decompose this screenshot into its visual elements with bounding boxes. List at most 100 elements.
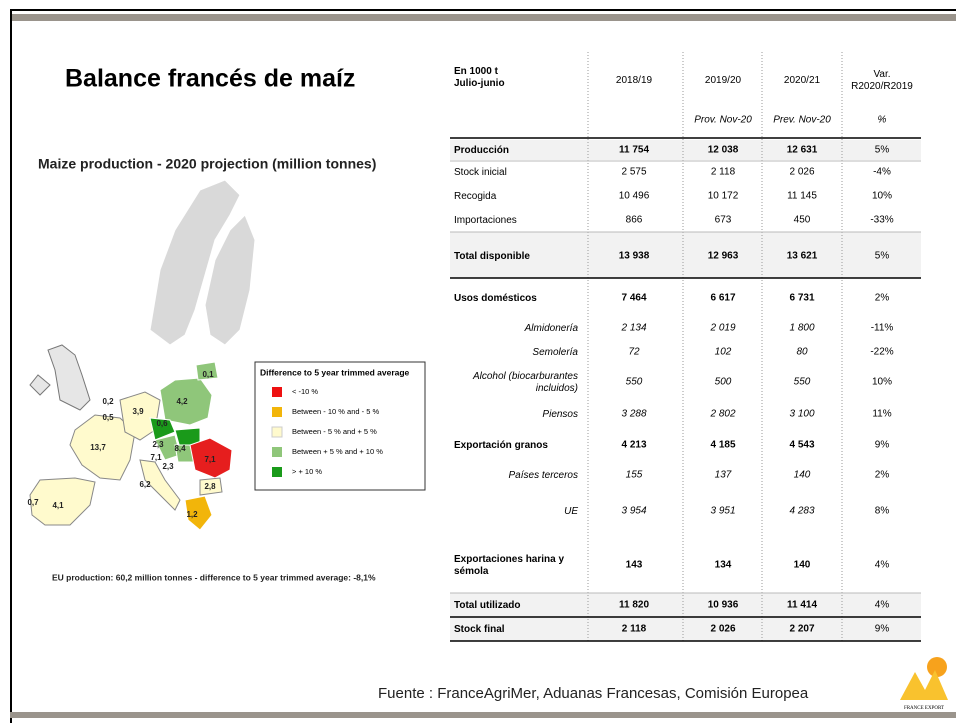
cell: 550 — [626, 377, 643, 388]
cell: 140 — [794, 470, 811, 481]
cell-line: Semolería — [532, 347, 578, 358]
cell: 80 — [796, 347, 808, 358]
cell: 1 800 — [789, 323, 814, 334]
cell: 2020/21 — [784, 75, 821, 86]
cell: Semolería — [532, 347, 578, 358]
legend-label: Between - 10 % and - 5 % — [292, 407, 379, 416]
cell: 5% — [875, 251, 890, 262]
cell-line: Piensos — [542, 409, 578, 420]
cell: 450 — [794, 215, 811, 226]
map-label: 8,4 — [174, 444, 186, 453]
cell: Países terceros — [509, 470, 578, 481]
map-label: 13,7 — [90, 443, 106, 452]
cell: 2 118 — [622, 624, 647, 635]
cell: 5% — [875, 145, 890, 156]
cell: Total disponible — [454, 251, 530, 262]
map-label: 4,1 — [52, 501, 64, 510]
cell: 134 — [715, 560, 732, 571]
cell: 550 — [794, 377, 811, 388]
cell: 2 019 — [709, 323, 735, 334]
row-shade — [450, 617, 921, 641]
cell: Usos domésticos — [454, 293, 537, 304]
row-shade — [450, 232, 921, 278]
cell: Stock inicial — [454, 167, 507, 178]
cell-line: Total disponible — [454, 251, 530, 262]
cell: 3 100 — [789, 409, 814, 420]
cell-line: Exportaciones harina y — [454, 554, 564, 565]
cell: Exportación granos — [454, 440, 548, 451]
cell-line: UE — [564, 506, 578, 517]
cell: 4 185 — [710, 440, 735, 451]
cell: 2019/20 — [705, 75, 742, 86]
cell: 7 464 — [621, 293, 646, 304]
cell: 866 — [626, 215, 643, 226]
legend-swatch — [272, 467, 282, 477]
cell: 12 631 — [787, 145, 818, 156]
row-shade — [450, 140, 921, 160]
cell: Stock final — [454, 624, 505, 635]
finland — [204, 214, 256, 346]
cell: Almidonería — [524, 323, 579, 334]
cell: 2 118 — [711, 167, 736, 178]
cell-line: Almidonería — [524, 323, 579, 334]
cell-line: incluidos) — [536, 383, 578, 394]
cell: Alcohol (biocarburantes incluidos) — [472, 371, 578, 394]
cell: 11 754 — [619, 145, 649, 156]
bulgaria — [199, 477, 223, 496]
map-label: 0,5 — [102, 413, 114, 422]
cell-line: Producción — [454, 145, 509, 156]
cell-line: Total utilizado — [454, 600, 520, 611]
cell: 4 543 — [789, 440, 814, 451]
map-label: 2,3 — [152, 440, 164, 449]
legend-items: < -10 % Between - 10 % and - 5 % Between -… — [271, 387, 383, 477]
legend-label: Between - 5 % and + 5 % — [292, 427, 377, 436]
cell-line: 2018/19 — [616, 75, 653, 86]
cell: 9% — [875, 624, 890, 635]
italy — [139, 459, 181, 511]
logo-mark — [900, 670, 948, 700]
cell: En 1000 t Julio-junio — [454, 66, 505, 89]
cell: Piensos — [542, 409, 578, 420]
cell: 500 — [715, 377, 732, 388]
cell: -33% — [870, 215, 893, 226]
cell: 4 283 — [789, 506, 814, 517]
cell: 6 731 — [789, 293, 814, 304]
cell-line: Stock final — [454, 624, 505, 635]
cell-line: Exportación granos — [454, 440, 548, 451]
cell: 137 — [715, 470, 732, 481]
cell: 155 — [626, 470, 643, 481]
cell-line: Stock inicial — [454, 167, 507, 178]
greece — [184, 495, 213, 531]
cell: 2 802 — [709, 409, 735, 420]
cell: -22% — [870, 347, 893, 358]
map-label: 4,2 — [176, 397, 188, 406]
cell: 2% — [875, 470, 890, 481]
cell: 2 026 — [789, 167, 814, 178]
cell-line: sémola — [454, 566, 489, 577]
cell: 8% — [875, 506, 890, 517]
cell: 12 038 — [708, 145, 739, 156]
uk-ireland — [29, 344, 91, 411]
cell: 2 134 — [620, 323, 646, 334]
cell: Importaciones — [454, 215, 517, 226]
map-label: 3,9 — [132, 407, 144, 416]
cell-line: 2019/20 — [705, 75, 742, 86]
map-caption: EU production: 60,2 million tonnes - dif… — [52, 572, 376, 582]
map-label: 0,2 — [102, 397, 114, 406]
legend-swatch — [272, 387, 282, 397]
cell: 143 — [626, 560, 643, 571]
cell: -11% — [871, 323, 894, 334]
cell: 10 496 — [619, 191, 650, 202]
cell: 2 575 — [621, 167, 646, 178]
legend-label: < -10 % — [292, 387, 318, 396]
logo-dot — [927, 657, 947, 677]
cell: 673 — [715, 215, 732, 226]
cell: Total utilizado — [454, 600, 520, 611]
map-legend: Difference to 5 year trimmed average — [254, 361, 426, 491]
subheader: Prev. Nov-20 — [773, 115, 831, 126]
cell-line: Importaciones — [454, 215, 517, 226]
cell: 2 207 — [789, 624, 814, 635]
bottom-bar — [10, 712, 956, 718]
iberia — [29, 477, 96, 526]
cell: 9% — [875, 440, 890, 451]
